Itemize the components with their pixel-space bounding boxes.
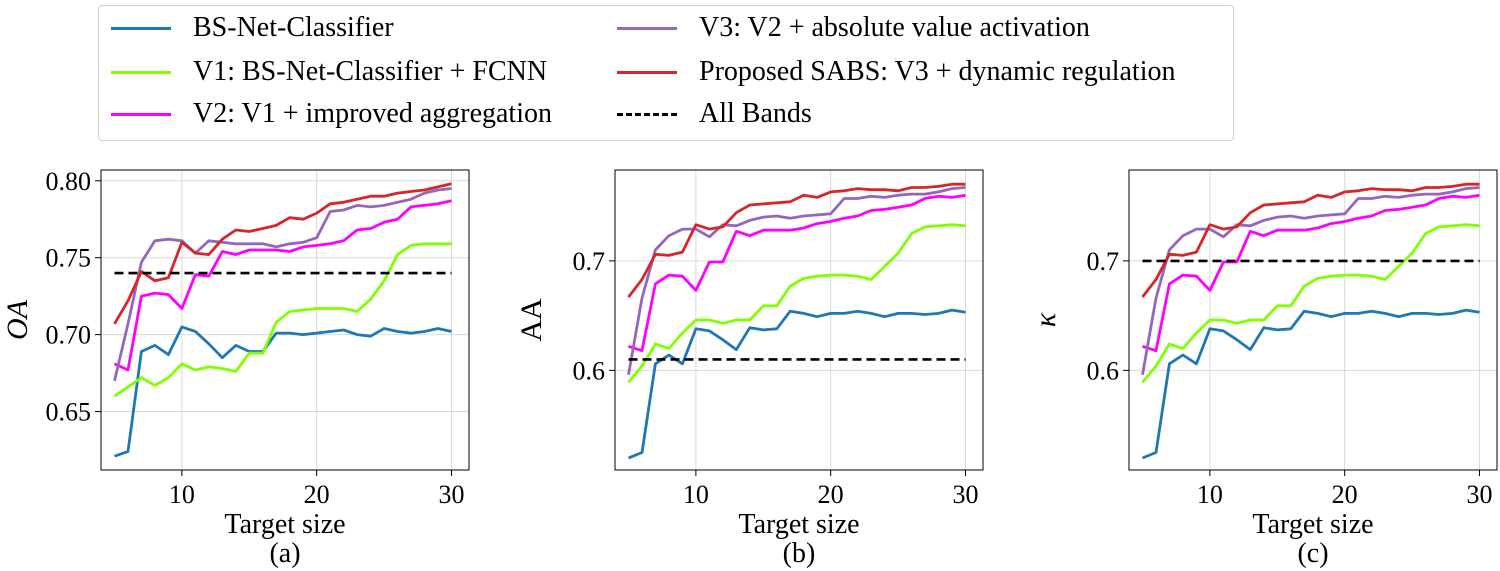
y-tick-label-b-0: 0.6	[573, 356, 606, 385]
series-line-bs-net-classifier-b	[627, 308, 966, 460]
legend: BS-Net-Classifier V1: BS-Net-Classifier …	[98, 5, 1234, 141]
legend-label-sabs: Proposed SABS: V3 + dynamic regulation	[699, 56, 1176, 87]
legend-label-bs-net: BS-Net-Classifier	[193, 12, 394, 43]
series-line-v2-v1-improved-aggregation-b	[628, 193, 966, 353]
legend-swatch-all-bands	[617, 112, 677, 116]
x-tick-label-c-30: 30	[1466, 480, 1492, 509]
legend-swatch-v1	[111, 70, 171, 74]
y-axis-label-c: κ	[1029, 312, 1062, 327]
x-tick-label-a-20: 20	[304, 480, 330, 509]
legend-label-all-bands: All Bands	[699, 98, 812, 129]
y-axis-label-a: OA	[1, 299, 34, 340]
y-tick-label-a-1: 0.70	[46, 321, 92, 350]
legend-label-v3: V3: V2 + absolute value activation	[699, 12, 1090, 43]
panel-caption-b: (b)	[783, 538, 816, 569]
series-line-v2-v1-improved-aggregation-c	[1142, 193, 1480, 353]
legend-item-bs-net: BS-Net-Classifier	[111, 8, 394, 48]
series-line-v1-bs-net-classifier-fcnn-a	[113, 242, 452, 398]
x-tick-label-c-10: 10	[1197, 480, 1223, 509]
panel-caption-a: (a)	[269, 538, 300, 569]
legend-label-v1: V1: BS-Net-Classifier + FCNN	[193, 56, 548, 87]
y-tick-label-a-3: 0.80	[46, 167, 92, 196]
x-tick-label-b-20: 20	[818, 480, 844, 509]
series-line-v2-v1-improved-aggregation-a	[113, 199, 452, 372]
plot-frame-a	[100, 169, 470, 471]
legend-item-all-bands: All Bands	[617, 94, 812, 134]
y-tick-label-a-0: 0.65	[46, 398, 92, 427]
series-line-bs-net-classifier-c	[1141, 308, 1480, 460]
series-line-v3-v2-absolute-value-activation-b	[627, 186, 966, 375]
x-tick-label-b-30: 30	[952, 480, 978, 509]
x-tick-label-c-20: 20	[1332, 480, 1358, 509]
y-axis-label-b: AA	[515, 298, 548, 342]
x-axis-label-c: Target size	[1252, 509, 1373, 540]
series-line-proposed-sabs-v3-dynamic-regulation-c	[1141, 182, 1480, 298]
legend-label-v2: V2: V1 + improved aggregation	[193, 98, 552, 129]
x-tick-label-a-30: 30	[438, 480, 464, 509]
plot-frame-c	[1128, 169, 1498, 471]
y-tick-label-c-0: 0.6	[1087, 356, 1120, 385]
series-line-v1-bs-net-classifier-fcnn-c	[1141, 223, 1480, 384]
y-tick-label-b-1: 0.7	[573, 247, 606, 276]
series-line-proposed-sabs-v3-dynamic-regulation-b	[627, 182, 966, 298]
panel-caption-c: (c)	[1297, 538, 1328, 569]
y-tick-label-a-2: 0.75	[46, 244, 92, 273]
legend-item-v2: V2: V1 + improved aggregation	[111, 94, 552, 134]
legend-swatch-v3	[617, 26, 677, 30]
legend-item-sabs: Proposed SABS: V3 + dynamic regulation	[617, 52, 1175, 92]
series-line-v3-v2-absolute-value-activation-a	[113, 187, 452, 382]
plot-frame-b	[614, 169, 984, 471]
x-axis-label-a: Target size	[224, 509, 345, 540]
y-tick-label-c-1: 0.7	[1087, 247, 1120, 276]
series-line-v3-v2-absolute-value-activation-c	[1141, 186, 1480, 375]
x-tick-label-a-10: 10	[169, 480, 195, 509]
x-tick-label-b-10: 10	[683, 480, 709, 509]
x-axis-label-b: Target size	[738, 509, 859, 540]
legend-swatch-v2	[111, 112, 171, 116]
series-line-v1-bs-net-classifier-fcnn-b	[627, 223, 966, 384]
legend-swatch-bs-net	[111, 26, 171, 30]
series-line-bs-net-classifier-a	[114, 325, 452, 458]
legend-item-v3: V3: V2 + absolute value activation	[617, 8, 1090, 48]
legend-swatch-sabs	[617, 70, 677, 74]
legend-item-v1: V1: BS-Net-Classifier + FCNN	[111, 52, 547, 92]
